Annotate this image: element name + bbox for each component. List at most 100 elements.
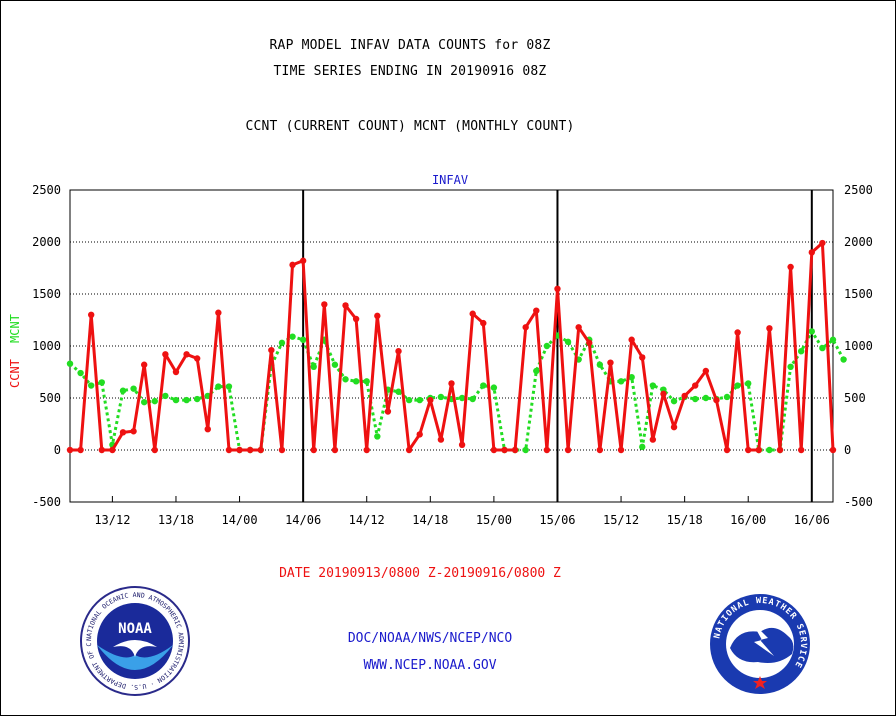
y-tick-label-left: 500 (39, 391, 61, 405)
nws-logo: NATIONAL WEATHER SERVICE (710, 594, 810, 694)
ccnt-point (607, 359, 614, 366)
ccnt-point (755, 446, 763, 454)
plot-area (69, 189, 834, 503)
x-tick-label: 13/12 (94, 513, 130, 527)
ccnt-point (172, 368, 180, 376)
y-tick-label-right: 500 (844, 391, 866, 405)
time-series-chart: INFAV 2500 2500 2000 2000 1500 1500 1000 1000 50… (8, 173, 873, 527)
mcnt-point (225, 383, 233, 390)
ccnt-point (66, 446, 74, 454)
y-axis-label-mcnt: MCNT (8, 314, 22, 343)
mcnt-point (130, 385, 137, 392)
ccnt-point (480, 319, 487, 327)
ccnt-point (246, 446, 254, 454)
ccnt-point (522, 324, 529, 331)
ccnt-point (670, 423, 678, 431)
y-tick-label-left: 1500 (32, 287, 61, 301)
ccnt-point (374, 312, 381, 320)
mcnt-point (617, 378, 625, 385)
mcnt-point (98, 379, 105, 386)
mcnt-point (639, 443, 646, 451)
ccnt-point (310, 446, 317, 454)
ccnt-point (427, 396, 434, 404)
ccnt-point (225, 446, 233, 454)
mcnt-point (310, 363, 317, 370)
mcnt-point (151, 397, 158, 405)
ccnt-point (554, 285, 561, 292)
series-lines (66, 239, 847, 454)
ccnt-point (363, 446, 370, 454)
ccnt-point (352, 315, 360, 323)
ccnt-point (692, 382, 699, 389)
ccnt-point (776, 446, 784, 454)
x-tick-label: 14/12 (349, 513, 385, 527)
ccnt-point (596, 446, 604, 454)
mcnt-point (702, 394, 710, 402)
ccnt-point (98, 446, 105, 454)
mcnt-point (692, 395, 699, 403)
ccnt-point (490, 446, 498, 454)
chart-title-line2: TIME SERIES ENDING IN 20190916 08Z (273, 64, 547, 79)
mcnt-point (522, 446, 529, 454)
mcnt-point (395, 388, 402, 395)
mcnt-point (670, 397, 678, 405)
ccnt-point (639, 354, 646, 361)
ccnt-point (109, 446, 116, 454)
mcnt-point (299, 336, 307, 343)
ncep-url-link[interactable]: WWW.NCEP.NOAA.GOV (363, 658, 497, 673)
ccnt-point (193, 355, 201, 362)
mcnt-point (437, 393, 445, 401)
mcnt-point (405, 396, 413, 404)
ccnt-point (416, 431, 423, 438)
mcnt-point (363, 378, 370, 385)
axis-ticks (111, 496, 813, 502)
y-tick-labels: 2500 2500 2000 2000 1500 1500 1000 1000 500 500 0 0… (32, 183, 873, 509)
y-tick-label-right: 1500 (844, 287, 873, 301)
mcnt-point (183, 396, 190, 404)
ccnt-point (543, 446, 551, 454)
ccnt-point (787, 263, 794, 271)
mcnt-point (490, 384, 498, 391)
chart-title-line1: RAP MODEL INFAV DATA COUNTS for 08Z (269, 38, 551, 53)
y-tick-label-left: -500 (32, 495, 61, 509)
noaa-logo: NOAA NATIONAL OCEANIC AND ATMOSPHERIC AD… (79, 585, 190, 696)
ccnt-point (87, 311, 95, 318)
panel-title-infav: INFAV (432, 173, 468, 187)
mcnt-point (829, 336, 837, 343)
mcnt-point (787, 363, 794, 370)
ccnt-point (289, 261, 296, 269)
x-tick-label: 16/00 (730, 513, 766, 527)
mcnt-point (723, 393, 731, 401)
ccnt-point (215, 309, 222, 316)
ccnt-point (617, 446, 625, 454)
ccnt-point (533, 307, 540, 314)
y-tick-label-left: 2500 (32, 183, 61, 197)
mcnt-point (119, 387, 127, 394)
mcnt-point (193, 395, 201, 403)
y-tick-label-right: 2000 (844, 235, 873, 249)
ccnt-point (469, 310, 476, 317)
ccnt-point (278, 446, 286, 454)
x-tick-label: 15/18 (667, 513, 703, 527)
ccnt-point (745, 446, 752, 454)
ccnt-point (511, 446, 519, 454)
mcnt-point (745, 380, 752, 387)
mcnt-point (543, 342, 551, 350)
ccnt-point (342, 302, 349, 309)
mcnt-point (140, 398, 148, 406)
day-divider-lines (302, 190, 813, 502)
mcnt-point (77, 369, 84, 377)
ccnt-point (586, 339, 593, 347)
x-tick-label: 14/06 (285, 513, 321, 527)
ccnt-point (564, 446, 572, 454)
mcnt-point (819, 344, 826, 352)
mcnt-point (458, 394, 466, 402)
mcnt-point (416, 396, 423, 404)
ccnt-point (299, 257, 307, 264)
ccnt-point (151, 446, 158, 454)
ccnt-point (405, 446, 413, 454)
mcnt-point (596, 361, 604, 368)
ccnt-point (162, 351, 169, 358)
y-axis-label-ccnt: CCNT (8, 359, 22, 388)
ccnt-point (808, 249, 816, 256)
